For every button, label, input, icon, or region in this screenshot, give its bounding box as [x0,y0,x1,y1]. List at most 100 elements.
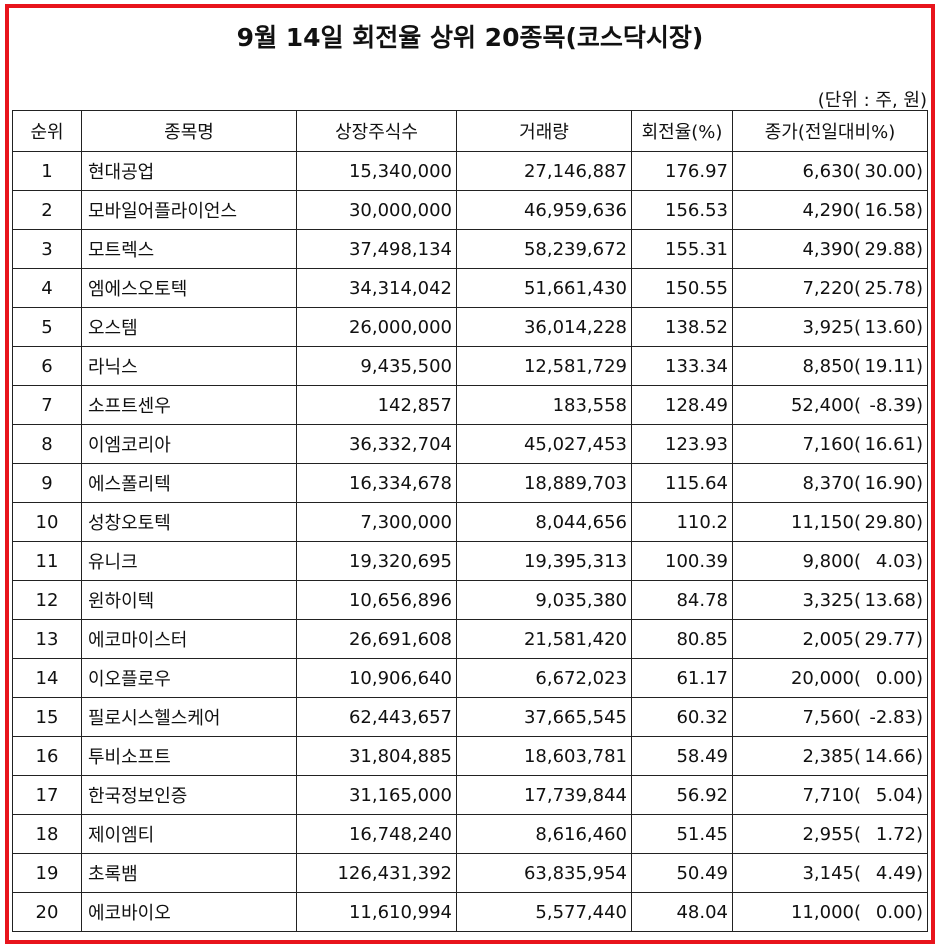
cell-name: 에코바이오 [81,892,297,932]
cell-volume: 6,672,023 [456,658,632,698]
cell-listed-shares: 10,906,640 [296,658,457,698]
cell-listed-shares: 26,691,608 [296,619,457,659]
close-price-change: 29.80) [864,511,923,533]
cell-rank: 2 [12,190,82,230]
cell-volume: 5,577,440 [456,892,632,932]
close-price-change: -8.39) [869,394,923,416]
close-price-value: 3,145( [802,862,861,884]
cell-turnover: 58.49 [631,736,733,776]
header-volume: 거래량 [456,110,632,152]
close-price-value: 7,160( [802,433,861,455]
cell-turnover: 155.31 [631,229,733,269]
close-price-value: 2,005( [802,628,861,650]
cell-close-price: 7,220(25.78) [732,268,928,308]
cell-close-price: 20,000(0.00) [732,658,928,698]
cell-rank: 20 [12,892,82,932]
table-row: 14 이오플로우 10,906,640 6,672,023 61.17 20,000(0.… [12,658,928,698]
cell-close-price: 6,630(30.00) [732,151,928,191]
cell-rank: 4 [12,268,82,308]
cell-name: 오스템 [81,307,297,347]
table-row: 13 에코마이스터 26,691,608 21,581,420 80.85 2,005(2… [12,619,928,659]
cell-close-price: 4,290(16.58) [732,190,928,230]
cell-listed-shares: 11,610,994 [296,892,457,932]
table-row: 18 제이엠티 16,748,240 8,616,460 51.45 2,955(1.72… [12,814,928,854]
cell-volume: 21,581,420 [456,619,632,659]
cell-close-price: 3,325(13.68) [732,580,928,620]
cell-close-price: 7,710(5.04) [732,775,928,815]
cell-volume: 18,889,703 [456,463,632,503]
cell-close-price: 8,370(16.90) [732,463,928,503]
table-row: 19 초록뱀 126,431,392 63,835,954 50.49 3,145(4.4… [12,853,928,893]
cell-listed-shares: 15,340,000 [296,151,457,191]
header-listed-shares: 상장주식수 [296,110,457,152]
cell-listed-shares: 16,334,678 [296,463,457,503]
close-price-value: 9,800( [802,550,861,572]
cell-name: 유니크 [81,541,297,581]
cell-volume: 18,603,781 [456,736,632,776]
cell-listed-shares: 9,435,500 [296,346,457,386]
cell-listed-shares: 126,431,392 [296,853,457,893]
cell-name: 윈하이텍 [81,580,297,620]
cell-listed-shares: 10,656,896 [296,580,457,620]
cell-close-price: 3,925(13.60) [732,307,928,347]
cell-name: 에코마이스터 [81,619,297,659]
cell-close-price: 11,150(29.80) [732,502,928,542]
table-row: 20 에코바이오 11,610,994 5,577,440 48.04 11,000(0.… [12,892,928,932]
close-price-value: 4,290( [802,199,861,221]
cell-turnover: 60.32 [631,697,733,737]
table-row: 12 윈하이텍 10,656,896 9,035,380 84.78 3,325(13.6… [12,580,928,620]
table-row: 16 투비소프트 31,804,885 18,603,781 58.49 2,385(14… [12,736,928,776]
cell-rank: 8 [12,424,82,464]
close-price-change: 4.03) [875,550,923,572]
table-row: 4 엠에스오토텍 34,314,042 51,661,430 150.55 7,220(2… [12,268,928,308]
cell-volume: 183,558 [456,385,632,425]
cell-close-price: 2,005(29.77) [732,619,928,659]
table-row: 5 오스템 26,000,000 36,014,228 138.52 3,925(13.6… [12,307,928,347]
cell-rank: 10 [12,502,82,542]
cell-listed-shares: 26,000,000 [296,307,457,347]
cell-volume: 9,035,380 [456,580,632,620]
cell-volume: 36,014,228 [456,307,632,347]
close-price-change: 30.00) [864,160,923,182]
header-turnover: 회전율(%) [631,110,733,152]
page-title: 9월 14일 회전율 상위 20종목(코스닥시장) [236,23,704,52]
cell-close-price: 2,955(1.72) [732,814,928,854]
close-price-value: 11,000( [790,901,861,923]
close-price-change: 29.88) [864,238,923,260]
table-row: 6 라닉스 9,435,500 12,581,729 133.34 8,850(19.11… [12,346,928,386]
table-row: 8 이엠코리아 36,332,704 45,027,453 123.93 7,160(16… [12,424,928,464]
cell-volume: 8,616,460 [456,814,632,854]
close-price-change: 1.72) [875,823,923,845]
cell-listed-shares: 19,320,695 [296,541,457,581]
cell-rank: 15 [12,697,82,737]
table-row: 1 현대공업 15,340,000 27,146,887 176.97 6,630(30.… [12,151,928,191]
close-price-value: 7,220( [802,277,861,299]
cell-name: 소프트센우 [81,385,297,425]
cell-name: 한국정보인증 [81,775,297,815]
cell-rank: 3 [12,229,82,269]
cell-volume: 8,044,656 [456,502,632,542]
close-price-change: 13.60) [864,316,923,338]
cell-listed-shares: 31,804,885 [296,736,457,776]
close-price-change: 25.78) [864,277,923,299]
document-frame: 9월 14일 회전율 상위 20종목(코스닥시장) (단위 : 주, 원) 순위… [5,4,935,944]
table-header-row: 순위 종목명 상장주식수 거래량 회전율(%) 종가(전일대비%) [12,110,928,152]
close-price-value: 52,400( [790,394,861,416]
cell-name: 현대공업 [81,151,297,191]
cell-turnover: 50.49 [631,853,733,893]
table-row: 2 모바일어플라이언스 30,000,000 46,959,636 156.53 4,29… [12,190,928,230]
header-rank: 순위 [12,110,82,152]
cell-volume: 37,665,545 [456,697,632,737]
cell-rank: 6 [12,346,82,386]
turnover-table: 순위 종목명 상장주식수 거래량 회전율(%) 종가(전일대비%) 1 현대공업 1… [12,110,928,932]
close-price-value: 3,925( [802,316,861,338]
close-price-value: 3,325( [802,589,861,611]
cell-name: 에스폴리텍 [81,463,297,503]
cell-volume: 19,395,313 [456,541,632,581]
cell-volume: 12,581,729 [456,346,632,386]
cell-close-price: 11,000(0.00) [732,892,928,932]
cell-turnover: 128.49 [631,385,733,425]
unit-note: (단위 : 주, 원) [817,90,927,111]
cell-name: 이엠코리아 [81,424,297,464]
cell-turnover: 100.39 [631,541,733,581]
